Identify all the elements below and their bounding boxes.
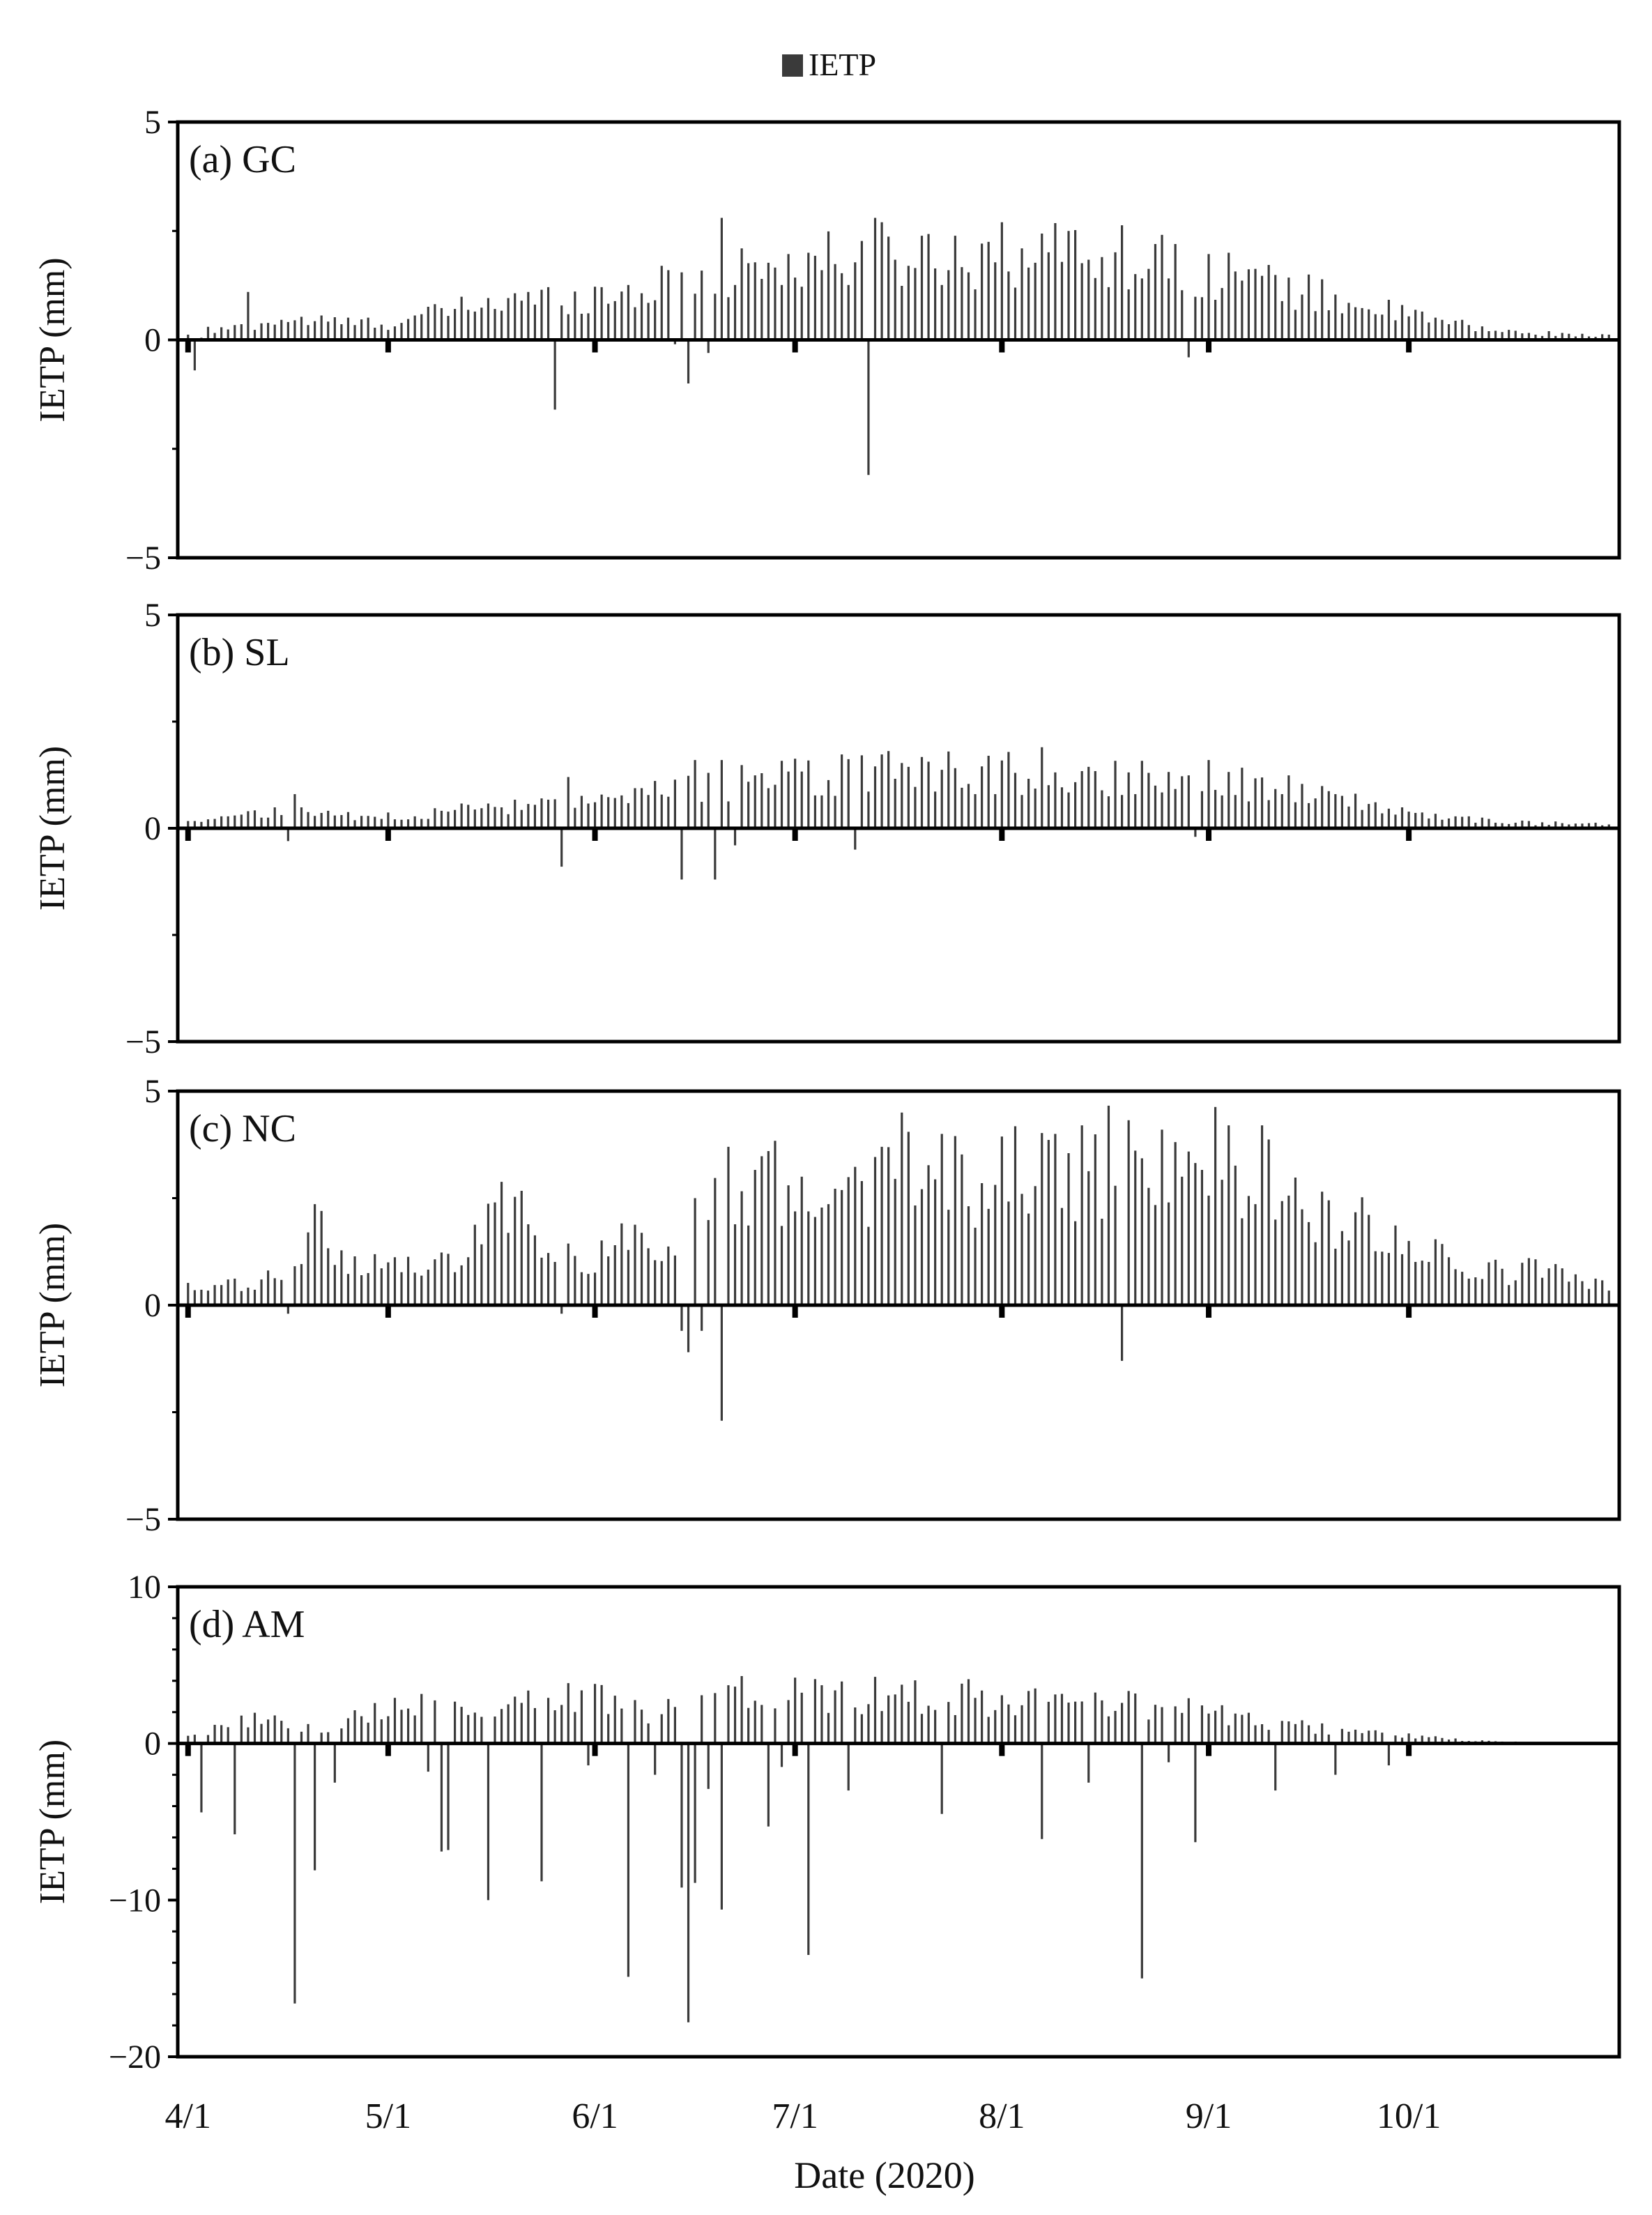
month-tick	[792, 1305, 798, 1318]
month-tick	[999, 340, 1005, 353]
month-tick	[592, 828, 598, 841]
panel-3: 5 0 −5 IETP (mm) (c) NC	[33, 1073, 1621, 1538]
x-axis-label: Date (2020)	[794, 2154, 974, 2196]
x-tick-label: 6/1	[572, 2096, 618, 2136]
month-tick	[1206, 1305, 1212, 1318]
x-tick-label: 10/1	[1377, 2096, 1441, 2136]
y-tick-label: −5	[125, 1501, 161, 1538]
y-tick-label: 0	[144, 322, 161, 359]
bars	[187, 1105, 1610, 1421]
y-tick-label: 5	[144, 104, 161, 141]
y-tick-label: −5	[125, 540, 161, 577]
y-tick-label: 0	[144, 810, 161, 847]
month-tick	[385, 1743, 391, 1756]
month-tick	[999, 1305, 1005, 1318]
month-tick	[1406, 1743, 1412, 1756]
month-tick	[185, 340, 191, 353]
y-tick-label: 5	[144, 1073, 161, 1110]
plot-frame	[176, 1585, 1621, 2059]
month-tick	[385, 1305, 391, 1318]
x-tick-label: 9/1	[1186, 2096, 1232, 2136]
month-tick	[1206, 340, 1212, 353]
x-tick-label: 8/1	[979, 2096, 1025, 2136]
month-tick	[1206, 828, 1212, 841]
y-tick-label: 10	[128, 1569, 161, 1606]
month-tick	[999, 1743, 1005, 1756]
month-tick	[592, 340, 598, 353]
month-tick	[999, 828, 1005, 841]
legend-label: IETP	[809, 47, 876, 82]
month-tick	[592, 1743, 598, 1756]
month-tick	[592, 1305, 598, 1318]
month-tick	[1406, 828, 1412, 841]
month-tick	[385, 828, 391, 841]
panel-title: (a) GC	[189, 138, 296, 181]
y-axis-label: IETP (mm)	[33, 1223, 72, 1387]
y-tick-label: 0	[144, 1287, 161, 1324]
panel-title: (b) SL	[189, 631, 290, 674]
bars	[187, 747, 1610, 880]
month-tick	[792, 340, 798, 353]
bars	[187, 218, 1610, 475]
month-tick	[1406, 1305, 1412, 1318]
y-axis-label: IETP (mm)	[33, 746, 72, 911]
y-axis-label: IETP (mm)	[33, 1740, 72, 1904]
month-tick	[185, 1305, 191, 1318]
month-tick	[1206, 1743, 1212, 1756]
month-tick	[792, 1743, 798, 1756]
month-tick	[792, 828, 798, 841]
y-axis-label: IETP (mm)	[33, 257, 72, 422]
bars	[187, 1676, 1610, 2023]
x-axis: 4/1 5/1 6/1 7/1 8/1 9/1 10/1 Date (2020)	[165, 2096, 1441, 2196]
x-tick-label: 5/1	[365, 2096, 411, 2136]
panel-title: (c) NC	[189, 1107, 296, 1150]
y-tick-label: −20	[109, 2039, 161, 2076]
panel-1: 5 0 −5 IETP (mm) (a) GC	[33, 104, 1621, 577]
panel-2: 5 0 −5 IETP (mm) (b) SL	[33, 597, 1621, 1060]
y-tick-label: −10	[109, 1882, 161, 1919]
panel-4: 10 0 −10 −20 IETP (mm) (d) AM	[33, 1569, 1621, 2076]
legend-swatch	[782, 54, 803, 77]
y-tick-label: 5	[144, 597, 161, 634]
x-tick-label: 4/1	[165, 2096, 211, 2136]
x-tick-label: 7/1	[772, 2096, 818, 2136]
month-tick	[185, 828, 191, 841]
panel-title: (d) AM	[189, 1603, 305, 1646]
month-tick	[385, 340, 391, 353]
legend: IETP	[782, 47, 876, 82]
month-tick	[185, 1743, 191, 1756]
month-tick	[1406, 340, 1412, 353]
y-tick-label: −5	[125, 1023, 161, 1060]
y-tick-label: 0	[144, 1726, 161, 1763]
panels-layer: 5 0 −5 IETP (mm) (a) GC 5 0 −5 IETP (mm) (b) SL 5 0…	[33, 104, 1621, 2076]
